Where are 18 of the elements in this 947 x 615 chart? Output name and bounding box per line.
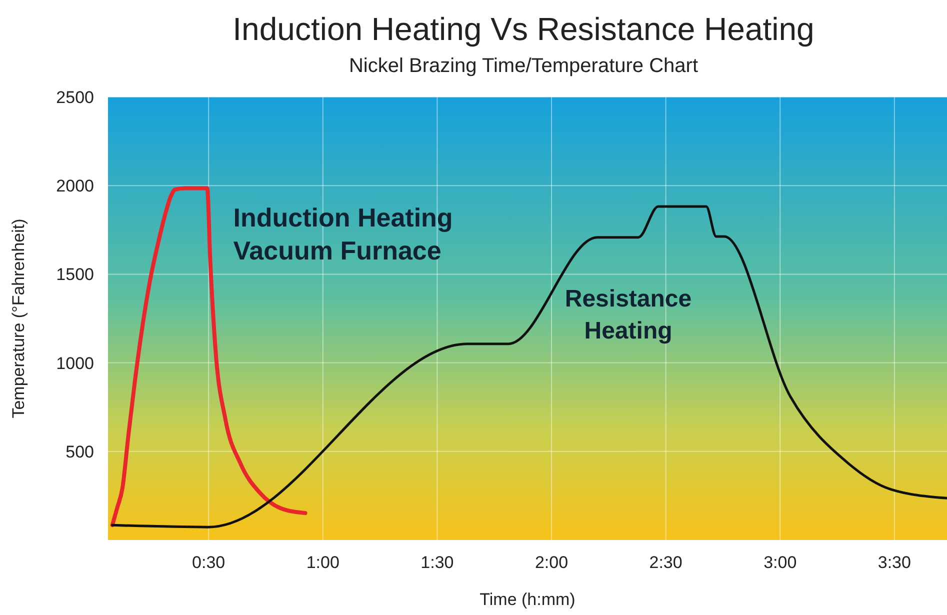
y-tick-label: 2500 — [56, 88, 94, 107]
y-tick-label: 1000 — [56, 354, 94, 373]
x-tick-label: 1:00 — [306, 553, 340, 572]
x-tick-label: 1:30 — [420, 553, 454, 572]
chart-subtitle: Nickel Brazing Time/Temperature Chart — [348, 55, 698, 77]
x-tick-label: 2:00 — [534, 553, 568, 572]
series-label: Resistance Heating — [564, 286, 692, 345]
line-series — [111, 205, 947, 528]
x-axis-title: Time (h:mm) — [480, 590, 576, 609]
y-tick-label: 1500 — [56, 265, 94, 284]
y-tick-label: 500 — [66, 442, 94, 462]
y-tick-label: 2000 — [56, 176, 94, 196]
chart-title: Induction Heating Vs Resistance Heating — [232, 11, 814, 47]
x-tick-label: 3:00 — [764, 553, 797, 572]
y-axis-title: Temperature (°Fahrenheit) — [9, 218, 28, 418]
x-tick-label: 2:30 — [649, 553, 682, 572]
x-tick-label: 3:30 — [878, 553, 911, 572]
x-tick-label: 0:30 — [192, 553, 226, 572]
